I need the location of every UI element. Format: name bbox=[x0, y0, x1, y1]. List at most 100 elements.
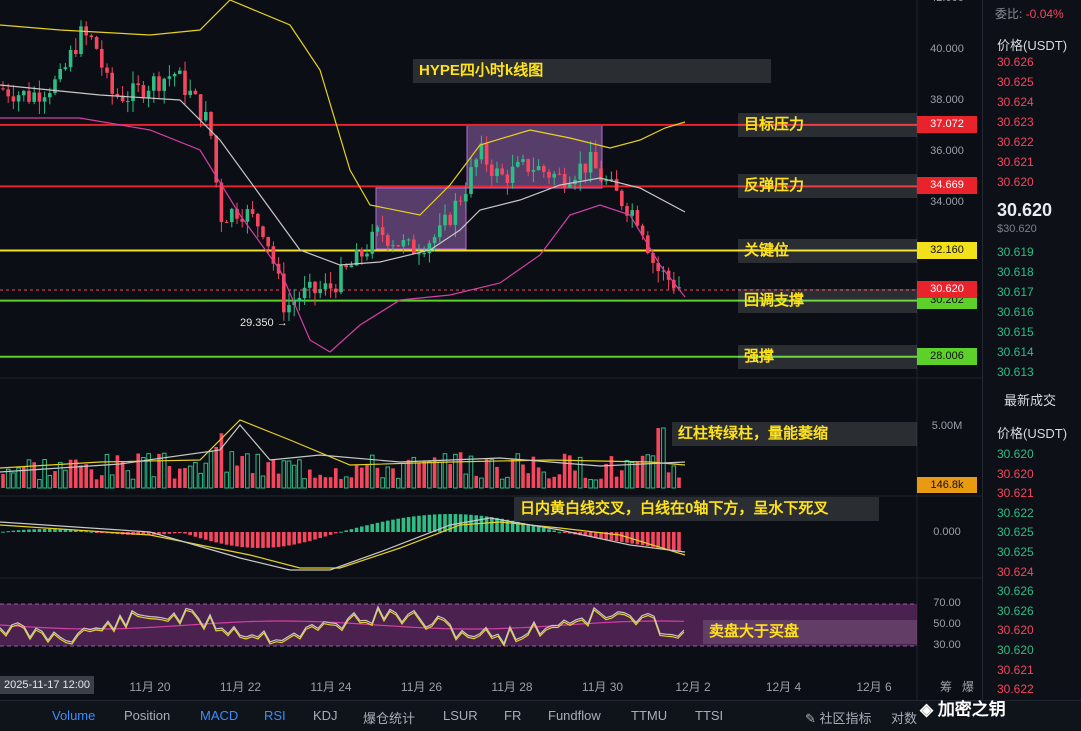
volume-bar bbox=[442, 453, 448, 489]
candle-body bbox=[74, 50, 78, 54]
indicator-tab[interactable]: Position bbox=[124, 708, 171, 723]
level-label: 回调支撑 bbox=[738, 288, 917, 313]
candle-body bbox=[209, 111, 213, 136]
indicator-tab[interactable]: TTMU bbox=[631, 708, 668, 723]
bid-price[interactable]: 30.618 bbox=[997, 265, 1034, 279]
macd-histogram-bar bbox=[526, 524, 530, 532]
macd-histogram-bar bbox=[599, 532, 603, 539]
macd-histogram-bar bbox=[635, 532, 640, 545]
volume-bar bbox=[568, 455, 572, 488]
indicator-tab[interactable]: RSI bbox=[264, 708, 286, 723]
macd-histogram-bar bbox=[672, 532, 676, 551]
volume-bar bbox=[22, 466, 26, 488]
volume-bar bbox=[468, 455, 474, 489]
trade-price: 30.626 bbox=[997, 584, 1034, 599]
ask-price[interactable]: 30.621 bbox=[997, 155, 1034, 169]
trades-title[interactable]: 最新成交 bbox=[1004, 393, 1057, 408]
bid-price[interactable]: 30.613 bbox=[997, 365, 1034, 379]
candle-body bbox=[339, 265, 343, 293]
trade-price: 30.622 bbox=[997, 682, 1034, 697]
candle-body bbox=[349, 265, 354, 268]
macd-note: 日内黄白线交叉，白线在0轴下方，呈水下死叉 bbox=[514, 497, 879, 521]
indicator-tab[interactable]: Fundflow bbox=[548, 708, 601, 723]
volume-bar bbox=[369, 454, 375, 489]
volume-bar bbox=[479, 477, 484, 489]
volume-bar bbox=[313, 477, 317, 488]
x-axis-label: 11月 26 bbox=[400, 680, 443, 694]
chart-canvas[interactable] bbox=[0, 0, 982, 700]
macd-histogram-bar bbox=[588, 532, 593, 537]
macd-histogram-bar bbox=[204, 532, 208, 540]
ask-price[interactable]: 30.623 bbox=[997, 115, 1034, 129]
indicator-tab[interactable]: MACD bbox=[200, 708, 239, 723]
indicator-tab[interactable]: TTSI bbox=[695, 708, 724, 723]
ask-price[interactable]: 30.625 bbox=[997, 75, 1034, 89]
candle-body bbox=[365, 253, 369, 257]
bid-price[interactable]: 30.617 bbox=[997, 285, 1034, 299]
macd-dif-line bbox=[0, 517, 686, 571]
macd-histogram-bar bbox=[318, 532, 322, 539]
volume-bar bbox=[385, 466, 391, 489]
volume-bar bbox=[141, 457, 146, 489]
macd-histogram-bar bbox=[297, 532, 302, 544]
middle-band-line bbox=[0, 84, 686, 266]
volume-bar bbox=[557, 474, 562, 488]
macd-histogram-bar bbox=[245, 532, 250, 548]
top-right-chars[interactable]: 筹 爆 bbox=[940, 680, 975, 694]
bid-price[interactable]: 30.616 bbox=[997, 305, 1034, 319]
bid-price[interactable]: 30.615 bbox=[997, 325, 1034, 339]
macd-histogram-bar bbox=[490, 517, 494, 532]
candle-body bbox=[432, 237, 437, 244]
candle-body bbox=[308, 281, 312, 288]
indicator-tab[interactable]: FR bbox=[504, 708, 522, 723]
candle-body bbox=[240, 218, 244, 222]
candle-body bbox=[58, 69, 62, 80]
macd-histogram-bar bbox=[484, 516, 489, 532]
volume-bar bbox=[146, 453, 151, 489]
candle-body bbox=[583, 163, 588, 173]
indicator-tab[interactable]: Volume bbox=[52, 708, 96, 723]
ask-price[interactable]: 30.624 bbox=[997, 95, 1034, 109]
candle-body bbox=[250, 209, 255, 214]
volume-bar bbox=[318, 474, 322, 488]
volume-bar bbox=[640, 455, 645, 488]
ask-price[interactable]: 30.622 bbox=[997, 135, 1034, 149]
volume-bar bbox=[157, 453, 161, 488]
macd-histogram-bar bbox=[37, 529, 42, 532]
volume-bar bbox=[42, 459, 47, 489]
rsi-note: 卖盘大于买盘 bbox=[703, 620, 917, 644]
bid-price[interactable]: 30.619 bbox=[997, 245, 1034, 259]
candle-body bbox=[562, 173, 567, 188]
bid-price[interactable]: 30.614 bbox=[997, 345, 1034, 359]
candle-body bbox=[126, 101, 130, 103]
candle-body bbox=[438, 225, 442, 238]
volume-bar bbox=[365, 464, 369, 488]
level-label: 关键位 bbox=[738, 238, 917, 263]
macd-histogram-bar bbox=[198, 532, 203, 539]
orderbook-panel: 委比: -0.04% 价格(USDT) 30.626 30.625 30.624 30… bbox=[982, 0, 1081, 700]
ask-price[interactable]: 30.620 bbox=[997, 175, 1034, 189]
volume-bar bbox=[521, 464, 525, 488]
volume-bar bbox=[422, 460, 426, 488]
macd-histogram-bar bbox=[614, 532, 619, 542]
macd-histogram-bar bbox=[323, 532, 328, 537]
indicator-tab[interactable]: LSUR bbox=[443, 708, 478, 723]
indicator-tab[interactable]: 爆仓统计 bbox=[363, 711, 416, 726]
community-indicators-button[interactable]: ✎ 社区指标 bbox=[805, 711, 872, 726]
volume-bar bbox=[260, 475, 266, 489]
log-scale-toggle[interactable]: 对数 bbox=[891, 711, 918, 726]
indicator-tab[interactable]: KDJ bbox=[313, 708, 338, 723]
macd-histogram-bar bbox=[406, 517, 411, 532]
volume-bar bbox=[463, 473, 469, 489]
candle-body bbox=[661, 270, 666, 272]
ask-price[interactable]: 30.626 bbox=[997, 55, 1034, 69]
macd-histogram-bar bbox=[230, 532, 234, 546]
candle-body bbox=[323, 283, 328, 290]
price-tick-label: 36.000 bbox=[930, 145, 964, 158]
volume-bar bbox=[354, 465, 359, 488]
candle-body bbox=[120, 95, 125, 102]
candle-body bbox=[313, 281, 317, 294]
candle-body bbox=[490, 164, 494, 177]
candle-body bbox=[224, 221, 229, 223]
